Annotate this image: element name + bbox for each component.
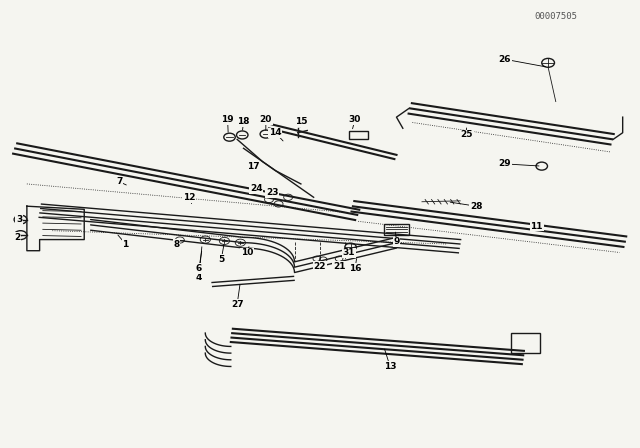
Text: 29: 29 (499, 159, 511, 168)
Text: 25: 25 (460, 130, 473, 139)
Text: 15: 15 (294, 117, 307, 126)
Text: 13: 13 (384, 362, 396, 371)
Text: 24: 24 (250, 184, 262, 193)
Text: 21: 21 (333, 262, 346, 271)
Text: 8: 8 (173, 240, 180, 249)
Text: 27: 27 (231, 300, 243, 309)
Text: 10: 10 (241, 249, 253, 258)
Text: 19: 19 (221, 115, 234, 124)
Text: 26: 26 (499, 55, 511, 64)
Text: 18: 18 (237, 117, 250, 126)
Text: 5: 5 (218, 255, 225, 264)
Text: 17: 17 (247, 162, 259, 171)
Text: 6: 6 (196, 264, 202, 273)
Text: 20: 20 (260, 115, 272, 124)
Text: 22: 22 (314, 262, 326, 271)
Text: 12: 12 (183, 193, 196, 202)
Text: 14: 14 (269, 128, 282, 137)
Text: 9: 9 (393, 237, 399, 246)
Text: 7: 7 (116, 177, 122, 186)
Text: 31: 31 (342, 249, 355, 258)
Text: 16: 16 (349, 264, 362, 273)
Text: 00007505: 00007505 (534, 13, 577, 22)
Text: 3: 3 (16, 215, 22, 224)
Text: 2: 2 (14, 233, 20, 242)
Text: 1: 1 (122, 240, 129, 249)
Text: 28: 28 (470, 202, 483, 211)
Text: 23: 23 (266, 188, 278, 197)
Text: 11: 11 (531, 222, 543, 231)
Text: 4: 4 (196, 273, 202, 282)
Text: 30: 30 (349, 115, 361, 124)
